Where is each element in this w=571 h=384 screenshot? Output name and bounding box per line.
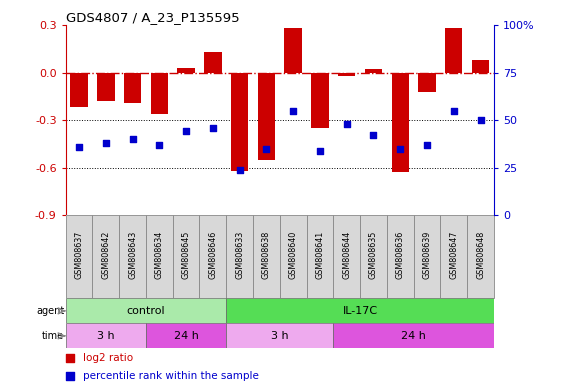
Text: GSM808633: GSM808633 [235,231,244,279]
Text: IL-17C: IL-17C [343,306,377,316]
Bar [472,60,489,73]
Text: agent: agent [36,306,65,316]
Text: GSM808645: GSM808645 [182,231,191,279]
Bar [338,73,355,76]
Bar [413,215,440,298]
Text: log2 ratio: log2 ratio [83,353,133,363]
Bar [333,215,360,298]
Text: GSM808642: GSM808642 [101,231,110,279]
Point [182,128,191,134]
Bar [178,68,195,73]
Bar [387,215,413,298]
Bar [173,215,199,298]
Bar [226,323,333,348]
Point [396,146,405,152]
Point [423,142,432,148]
Bar [204,52,222,73]
Text: GSM808644: GSM808644 [342,231,351,279]
Bar [66,215,93,298]
Bar [253,215,280,298]
Bar [151,73,168,114]
Point [314,130,323,136]
Text: 3 h: 3 h [271,331,288,341]
Bar [440,215,467,298]
Bar [226,298,494,323]
Point [262,146,271,152]
Point [155,142,164,148]
Bar [119,215,146,298]
Text: GSM808646: GSM808646 [208,231,218,279]
Point [449,108,459,114]
Point [315,147,324,154]
Point [101,140,110,146]
Bar [307,215,333,298]
Text: GSM808643: GSM808643 [128,231,137,279]
Point [369,132,378,138]
Bar [333,323,494,348]
Point [74,144,83,150]
Text: GSM808635: GSM808635 [369,231,378,279]
Bar [419,73,436,91]
Text: GSM808636: GSM808636 [396,231,405,279]
Text: GSM808640: GSM808640 [289,231,297,279]
Text: percentile rank within the sample: percentile rank within the sample [83,371,259,381]
Text: GSM808634: GSM808634 [155,231,164,279]
Bar [231,73,248,171]
Bar [226,215,253,298]
Bar [97,73,115,101]
Point [208,124,218,131]
Text: GSM808638: GSM808638 [262,231,271,279]
Bar [199,215,226,298]
Point [314,292,323,298]
Bar [258,73,275,160]
Bar [365,70,382,73]
Bar [66,323,146,348]
Text: 24 h: 24 h [174,331,199,341]
Bar [93,215,119,298]
Bar [445,28,463,73]
Text: GSM808639: GSM808639 [423,231,432,279]
Point [235,166,244,172]
Bar [280,215,307,298]
Bar [467,215,494,298]
Text: GSM808648: GSM808648 [476,231,485,279]
Text: 3 h: 3 h [97,331,115,341]
Bar [284,28,302,73]
Point [128,136,137,142]
Bar [146,323,226,348]
Text: GSM808637: GSM808637 [75,231,83,279]
Bar [360,215,387,298]
Point [476,117,485,123]
Bar [311,73,329,128]
Text: time: time [42,331,65,341]
Text: GSM808641: GSM808641 [315,231,324,279]
Text: GSM808647: GSM808647 [449,231,459,279]
Bar [146,215,173,298]
Point [288,108,297,114]
Bar [392,73,409,172]
Bar [124,73,141,103]
Point [342,121,351,127]
Bar [66,298,226,323]
Text: 24 h: 24 h [401,331,426,341]
Bar [70,73,88,108]
Text: control: control [127,306,165,316]
Text: GDS4807 / A_23_P135595: GDS4807 / A_23_P135595 [66,11,239,24]
